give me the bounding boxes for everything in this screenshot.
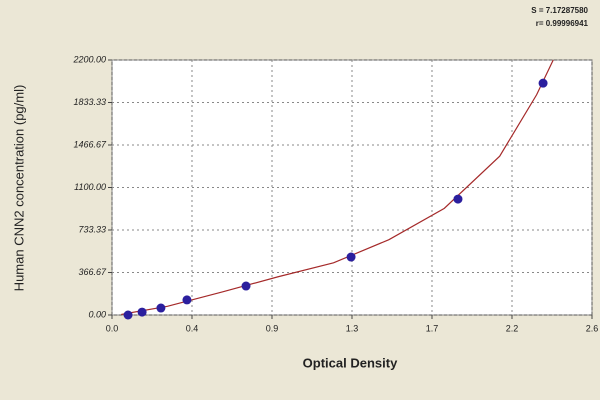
x-tick-label: 0.0	[106, 323, 119, 333]
x-tick-label: 1.7	[426, 323, 439, 333]
x-axis-label: Optical Density	[303, 355, 398, 370]
data-point	[453, 194, 463, 204]
x-tick-label: 0.9	[266, 323, 279, 333]
y-tick-label: 1466.67	[73, 139, 107, 149]
fit-curve	[121, 59, 554, 316]
x-tick-label: 0.4	[186, 323, 199, 333]
y-tick-label: 1833.33	[73, 97, 106, 107]
y-tick-label: 733.33	[78, 224, 106, 234]
data-point	[137, 307, 147, 317]
data-point	[123, 310, 133, 320]
y-axis-label: Human CNN2 concentration (pg/ml)	[11, 85, 26, 292]
data-point	[182, 295, 192, 305]
y-tick-label: 2200.00	[72, 54, 106, 64]
y-tick-label: 1100.00	[74, 182, 106, 192]
annotation: r= 0.99996941	[536, 19, 589, 28]
x-tick-label: 2.2	[506, 323, 519, 333]
x-tick-label: 1.3	[346, 323, 359, 333]
data-point	[538, 78, 548, 88]
annotation: S = 7.17287580	[531, 6, 588, 15]
y-tick-label: 366.67	[78, 267, 107, 277]
data-point	[241, 281, 251, 291]
data-point	[156, 303, 166, 313]
data-point	[346, 252, 356, 262]
y-tick-label: 0.00	[88, 309, 106, 319]
x-tick-label: 2.6	[586, 323, 599, 333]
